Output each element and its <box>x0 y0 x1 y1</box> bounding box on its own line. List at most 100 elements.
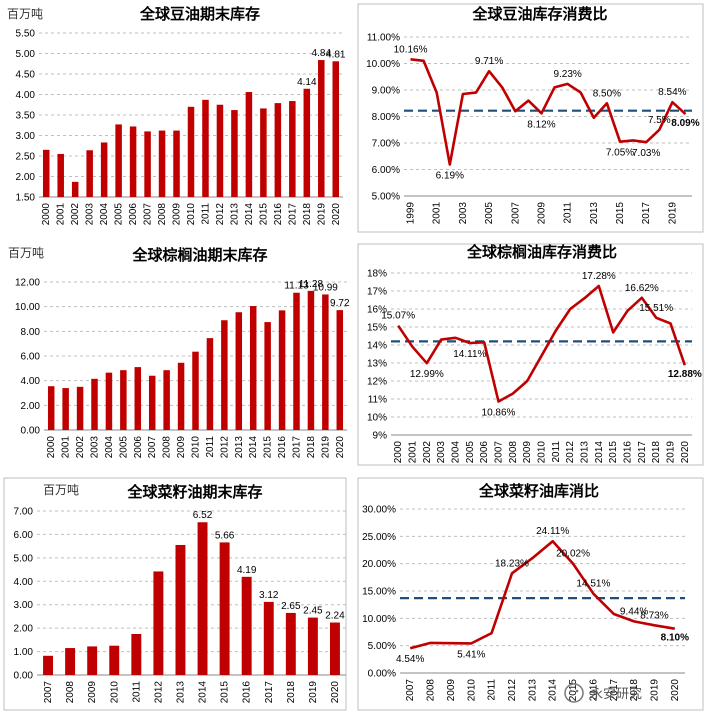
rape-ratio-x-tick: 2014 <box>548 679 559 702</box>
soy-stock-y-tick: 5.50 <box>16 29 36 40</box>
rape-stock-data-label: 2.45 <box>303 606 323 617</box>
palm-ratio-y-tick: 13% <box>367 359 387 370</box>
palm-stock-x-tick: 2007 <box>147 436 158 459</box>
rape-ratio-data-label: 9.44% <box>620 606 648 617</box>
palm-stock-chart: 全球棕榈油期末库存 百万吨 0.00 2.00 4.00 6.00 8.00 10.00 12.… <box>8 246 350 459</box>
palm-stock-bar <box>221 320 228 430</box>
soy-stock-bar <box>202 99 209 197</box>
rape-stock-y-tick: 0.00 <box>14 671 34 682</box>
rape-ratio-chart: 全球菜籽油库消比 0.00% 5.00% 10.00% 15.00% 20.00% 25.0… <box>357 477 704 711</box>
palm-stock-bar <box>307 290 315 430</box>
soy-stock-bar <box>216 104 224 197</box>
soy-stock-x-tick: 2020 <box>331 203 342 226</box>
soy-stock-bar <box>86 150 93 197</box>
palm-stock-bar <box>76 386 84 430</box>
rape-ratio-data-label: 4.54% <box>396 654 424 665</box>
palm-stock-bar <box>264 322 271 430</box>
palm-stock-x-tick: 2004 <box>104 436 115 459</box>
rape-ratio-data-label: 5.41% <box>457 649 485 660</box>
rape-stock-x-tick: 2007 <box>43 681 54 704</box>
soy-stock-x-tick: 2011 <box>200 203 211 225</box>
rape-stock-data-label: 6.52 <box>193 510 213 521</box>
soy-stock-data-label: 4.84 <box>312 48 332 59</box>
palm-ratio-x-tick: 2003 <box>436 441 447 464</box>
palm-ratio-frame <box>357 243 704 466</box>
palm-stock-x-tick: 2013 <box>234 436 245 459</box>
rape-ratio-data-label: 8.10% <box>661 633 689 644</box>
palm-stock-x-tick: 2016 <box>277 436 288 459</box>
soy-stock-x-tick: 2009 <box>172 203 183 226</box>
rape-stock-x-tick: 2010 <box>109 681 120 704</box>
palm-stock-x-tick: 2010 <box>191 436 202 459</box>
soy-stock-y-tick: 2.50 <box>16 152 36 163</box>
soy-ratio-chart: 全球豆油库存消费比 5.00% 6.00% 7.00% 8.00% 9.00% 10.00%… <box>357 3 704 233</box>
rape-stock-bar <box>285 612 296 675</box>
palm-ratio-x-tick: 2009 <box>522 441 533 464</box>
soy-stock-bar <box>303 88 311 197</box>
palm-ratio-x-tick: 2014 <box>594 441 605 464</box>
soy-ratio-x-tick: 2017 <box>641 202 652 225</box>
rape-stock-y-tick: 2.00 <box>14 624 34 635</box>
soy-stock-bar <box>71 181 79 197</box>
palm-stock-y-tick: 8.00 <box>21 327 41 338</box>
palm-stock-x-tick: 2020 <box>335 436 346 459</box>
rape-stock-bar <box>307 617 318 675</box>
palm-ratio-y-tick: 17% <box>367 287 387 298</box>
rape-ratio-x-tick: 2013 <box>527 679 538 702</box>
rape-ratio-data-label: 18.23% <box>495 558 529 569</box>
rape-stock-bar <box>43 655 54 675</box>
rape-stock-data-label: 3.12 <box>259 590 279 601</box>
palm-stock-title: 全球棕榈油期末库存 <box>131 246 267 264</box>
soy-stock-x-tick: 2004 <box>99 203 110 226</box>
rape-ratio-data-label: 20.02% <box>556 549 590 560</box>
soy-ratio-data-label: 8.54% <box>658 87 686 98</box>
wechat-icon-dot <box>569 689 573 693</box>
rape-stock-y-tick: 7.00 <box>14 507 34 518</box>
palm-stock-x-tick: 2019 <box>320 436 331 459</box>
rape-ratio-x-tick: 2008 <box>426 679 437 702</box>
palm-stock-bar <box>322 294 329 430</box>
soy-stock-y-tick: 4.50 <box>16 70 36 81</box>
rape-stock-x-tick: 2020 <box>330 681 341 704</box>
soy-ratio-data-label: 9.71% <box>475 56 503 67</box>
soy-ratio-y-tick: 11.00% <box>367 33 400 44</box>
palm-ratio-x-tick: 2013 <box>580 441 591 464</box>
soy-stock-bar <box>332 61 340 197</box>
soy-ratio-x-tick: 2019 <box>667 202 678 225</box>
rape-ratio-x-tick: 2020 <box>670 679 681 702</box>
rape-ratio-y-tick: 30.00% <box>362 505 396 516</box>
soy-stock-y-tick: 3.50 <box>16 111 36 122</box>
rape-stock-y-tick: 5.00 <box>14 553 34 564</box>
wechat-icon-dot <box>575 689 579 693</box>
palm-stock-bar <box>163 370 170 430</box>
soy-stock-x-tick: 2018 <box>302 203 313 226</box>
palm-stock-bar <box>336 310 344 430</box>
rape-stock-x-tick: 2018 <box>286 681 297 704</box>
palm-stock-x-tick: 2012 <box>219 436 230 459</box>
palm-ratio-x-tick: 2019 <box>666 441 677 464</box>
palm-stock-x-tick: 2002 <box>75 436 86 459</box>
palm-stock-data-label: 9.72 <box>330 298 350 309</box>
rape-stock-x-tick: 2014 <box>198 681 209 704</box>
palm-ratio-x-tick: 2011 <box>551 441 562 463</box>
soy-stock-title: 全球豆油期末库存 <box>139 5 260 23</box>
soy-stock-x-tick: 2003 <box>85 203 96 226</box>
soy-ratio-data-label: 7.5% <box>648 115 671 126</box>
soy-stock-x-tick: 2000 <box>41 203 52 226</box>
rape-stock-frame <box>3 477 347 711</box>
watermark: 永安研究 <box>564 683 642 703</box>
soy-stock-bar <box>129 126 137 197</box>
soy-stock-x-tick: 2005 <box>114 203 125 226</box>
soy-ratio-title: 全球豆油库存消费比 <box>471 5 607 23</box>
rape-ratio-x-tick: 2018 <box>629 679 640 702</box>
rape-stock-bar <box>263 601 274 675</box>
rape-stock-bar <box>65 648 76 675</box>
palm-ratio-y-tick: 16% <box>367 305 387 316</box>
palm-ratio-x-tick: 2002 <box>422 441 433 464</box>
soy-stock-y-tick: 5.00 <box>16 49 36 60</box>
rape-stock-bar <box>131 634 142 675</box>
palm-stock-bar <box>177 362 185 430</box>
rape-ratio-y-tick: 20.00% <box>362 559 396 570</box>
palm-stock-unit: 百万吨 <box>8 246 44 260</box>
palm-ratio-series-line <box>397 284 687 403</box>
